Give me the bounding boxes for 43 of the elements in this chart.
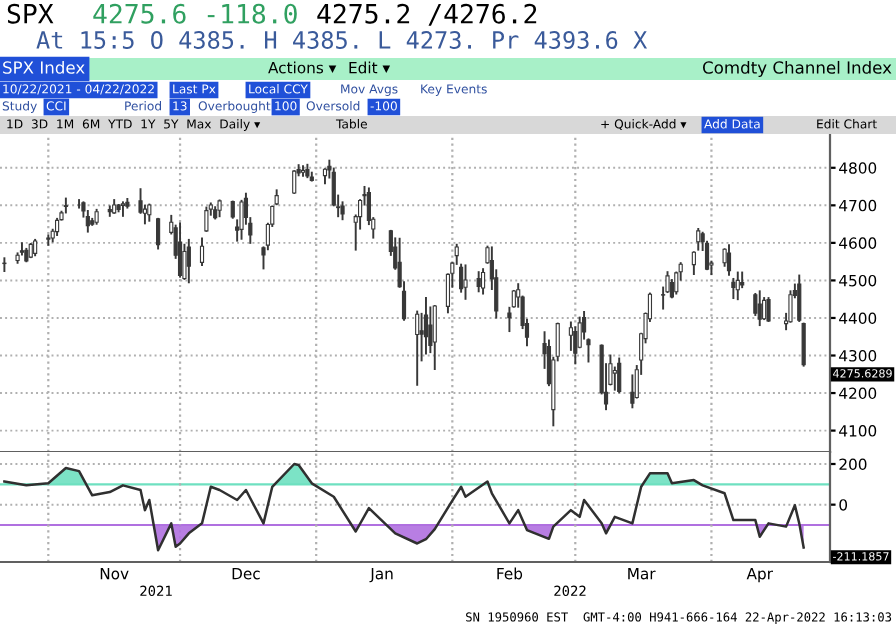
candlestick xyxy=(573,326,578,365)
candlestick xyxy=(801,322,806,367)
candlestick xyxy=(186,238,191,284)
candlestick xyxy=(2,257,7,273)
candlestick xyxy=(617,357,622,394)
candlestick xyxy=(177,222,183,278)
candlestick xyxy=(432,304,437,370)
candlestick xyxy=(292,170,297,194)
candlestick xyxy=(463,264,468,300)
candlestick xyxy=(156,217,161,250)
text: 4275.2 /4276.2 xyxy=(317,3,537,26)
candlestick xyxy=(735,271,740,301)
candlestick xyxy=(480,268,486,295)
candlestick xyxy=(46,234,51,246)
candlestick xyxy=(691,251,696,276)
candlestick xyxy=(762,297,767,321)
candlestick xyxy=(107,205,112,217)
candlestick xyxy=(239,199,244,240)
text: 4275.6 -118.0 xyxy=(93,3,297,24)
candlestick xyxy=(199,237,205,266)
candlestick xyxy=(507,306,512,333)
candlestick xyxy=(797,274,802,322)
candlestick xyxy=(731,277,736,300)
candlestick xyxy=(726,244,732,276)
candlestick xyxy=(63,197,68,214)
candlestick xyxy=(204,206,209,232)
text: At 15:5 O 4385. H 4385. L 4273. Pr 4393.6 X xyxy=(36,31,648,49)
candlestick xyxy=(788,290,793,323)
chart-subtitle: Comdty Channel Index xyxy=(702,60,892,78)
candlestick xyxy=(415,310,420,386)
candlestick xyxy=(300,165,306,177)
chart-title: SPX Index xyxy=(3,60,85,74)
candlestick xyxy=(612,366,617,391)
text: SPX xyxy=(7,3,54,24)
line-series xyxy=(3,462,805,552)
candlestick xyxy=(757,290,762,327)
candlestick xyxy=(476,271,481,293)
candlestick xyxy=(19,242,25,256)
candlestick xyxy=(120,201,126,217)
candlestick xyxy=(696,228,701,251)
candlestick xyxy=(704,240,710,271)
candlestick xyxy=(766,297,771,322)
candlestick xyxy=(423,297,429,355)
